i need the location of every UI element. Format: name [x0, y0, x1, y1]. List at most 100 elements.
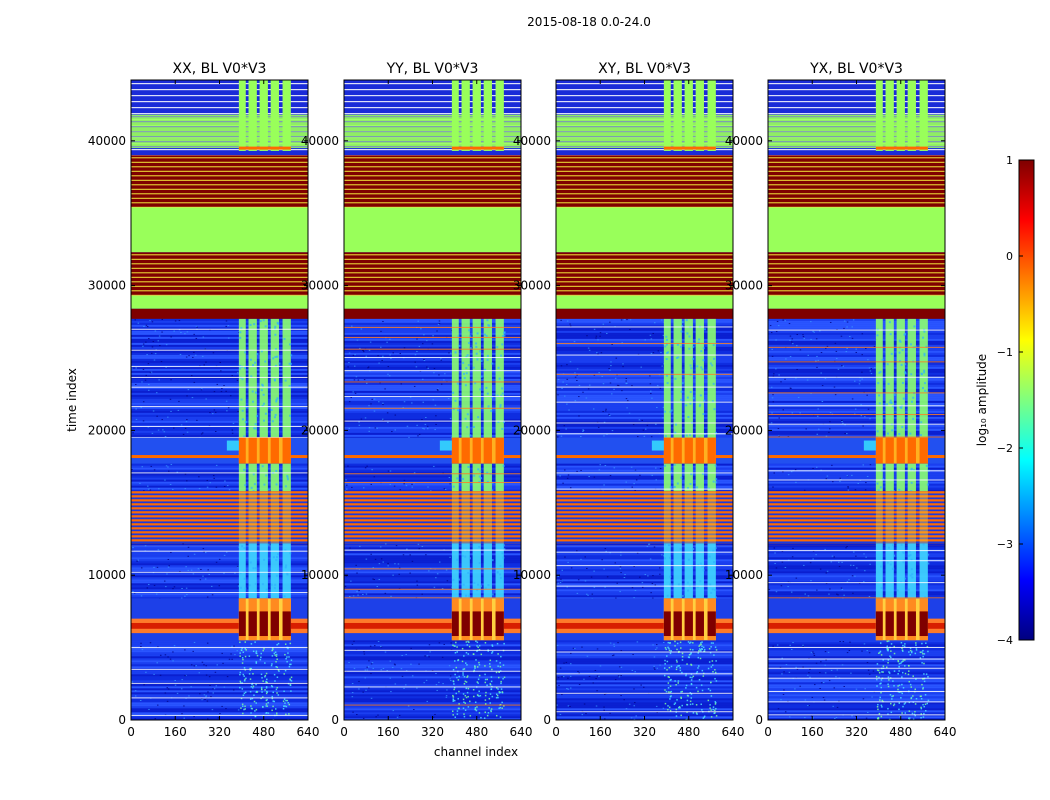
- panel-title: XX, BL V0*V3: [173, 61, 267, 77]
- heatmap-image: [556, 80, 733, 720]
- y-tick-label: 30000: [725, 279, 763, 293]
- heatmap-band-darkred-striped: [768, 155, 945, 208]
- x-tick-label: 640: [510, 725, 533, 739]
- y-axis-label: time index: [65, 368, 79, 432]
- x-tick-label: 0: [127, 725, 135, 739]
- heatmap-band-noise-high-block: [131, 318, 308, 439]
- heatmap-band-green: [344, 295, 521, 309]
- heatmap-panel: XY, BL V0*V3 0 160 320 480 640 0 10000 20000 3000…: [513, 61, 745, 739]
- heatmap-panels: XX, BL V0*V3 0 160 320 480 640 0 10000 20000 3000…: [88, 61, 957, 739]
- x-tick-label: 0: [340, 725, 348, 739]
- heatmap-band-green: [344, 207, 521, 253]
- y-tick-label: 0: [331, 713, 339, 727]
- heatmap-band-noise-high-block: [556, 318, 733, 439]
- heatmap-band-orange-block: [768, 437, 945, 464]
- heatmap-band-red-block: [556, 598, 733, 641]
- panel-title: YY, BL V0*V3: [386, 61, 479, 77]
- y-tick-label: 40000: [88, 134, 126, 148]
- heatmap-panel: YX, BL V0*V3 0 160 320 480 640 0 10000 20000 3000…: [725, 61, 957, 739]
- y-tick-label: 10000: [725, 568, 763, 582]
- x-tick-label: 640: [297, 725, 320, 739]
- x-tick-label: 320: [208, 725, 231, 739]
- panel-title: YX, BL V0*V3: [809, 61, 903, 77]
- heatmap-band-noise-high-block: [768, 463, 945, 493]
- y-tick-label: 0: [118, 713, 126, 727]
- colorbar-tick-label: −3: [997, 538, 1013, 551]
- heatmap-band-red-block: [131, 598, 308, 641]
- colorbar-label: log₁₀ amplitude: [975, 354, 989, 446]
- heatmap-band-noise-cyan-block: [131, 543, 308, 601]
- colorbar-tick-label: −4: [997, 634, 1013, 647]
- x-tick-label: 160: [589, 725, 612, 739]
- y-tick-label: 20000: [301, 423, 339, 437]
- colorbar-tick-label: 0: [1006, 250, 1013, 263]
- y-tick-label: 0: [755, 713, 763, 727]
- x-tick-label: 480: [677, 725, 700, 739]
- y-tick-label: 30000: [301, 279, 339, 293]
- heatmap-band-green: [768, 207, 945, 253]
- heatmap-band-orange-striped: [556, 491, 733, 546]
- heatmap-band-darkred-striped: [131, 252, 308, 296]
- heatmap-band-green: [768, 295, 945, 309]
- heatmap-band-noise-low: [768, 640, 945, 720]
- heatmap-band-green: [556, 207, 733, 253]
- heatmap-band-noise-high-block: [768, 318, 945, 439]
- heatmap-band-noise-low: [131, 640, 308, 720]
- heatmap-band-noise-cyan-block: [556, 543, 733, 600]
- heatmap-band-mixed-green-top: [344, 80, 521, 157]
- x-tick-label: 640: [722, 725, 745, 739]
- heatmap-band-noise-cyan-block: [768, 543, 945, 600]
- colorbar: 1 0 −1 −2 −3 −4 log₁₀ amplitude: [975, 154, 1035, 647]
- heatmap-band-noise-high-block: [556, 463, 733, 493]
- heatmap-panel: XX, BL V0*V3 0 160 320 480 640 0 10000 20000 3000…: [88, 61, 320, 739]
- heatmap-band-darkred: [768, 308, 945, 319]
- heatmap-band-mixed-green-top: [131, 80, 308, 157]
- y-tick-label: 10000: [88, 568, 126, 582]
- x-tick-label: 480: [252, 725, 275, 739]
- heatmap-band-darkred-striped: [768, 252, 945, 296]
- heatmap-band-darkred-striped: [344, 155, 521, 208]
- y-tick-label: 10000: [301, 568, 339, 582]
- colorbar-tick-label: −2: [997, 442, 1013, 455]
- heatmap-image: [131, 80, 308, 720]
- heatmap-band-darkred: [131, 308, 308, 319]
- y-tick-label: 10000: [513, 568, 551, 582]
- x-tick-label: 0: [764, 725, 772, 739]
- x-tick-label: 640: [934, 725, 957, 739]
- x-tick-label: 480: [465, 725, 488, 739]
- y-tick-label: 40000: [513, 134, 551, 148]
- heatmap-band-red-block: [344, 598, 521, 641]
- x-tick-label: 160: [164, 725, 187, 739]
- y-tick-label: 40000: [301, 134, 339, 148]
- heatmap-band-mixed-green-top: [768, 80, 945, 157]
- y-tick-label: 20000: [513, 423, 551, 437]
- heatmap-band-red-block: [768, 598, 945, 641]
- x-tick-label: 160: [801, 725, 824, 739]
- heatmap-band-orange-block: [131, 437, 308, 464]
- heatmap-band-darkred-striped: [131, 155, 308, 208]
- y-tick-label: 30000: [513, 279, 551, 293]
- colorbar-tick-label: −1: [997, 346, 1013, 359]
- x-tick-label: 320: [845, 725, 868, 739]
- heatmap-band-orange-striped: [768, 491, 945, 546]
- heatmap-band-noise-cyan-block: [344, 543, 521, 600]
- heatmap-image: [344, 80, 521, 720]
- heatmap-band-darkred-striped: [556, 252, 733, 296]
- heatmap-panel: YY, BL V0*V3 0 160 320 480 640 0 10000 20000 3000…: [301, 61, 533, 739]
- heatmap-band-mixed-green-top: [556, 80, 733, 157]
- colorbar-gradient: [1018, 159, 1035, 641]
- figure-title: 2015-08-18 0.0-24.0: [527, 15, 651, 29]
- heatmap-image: [768, 80, 945, 720]
- x-tick-label: 320: [633, 725, 656, 739]
- heatmap-band-noise-high-block: [344, 463, 521, 494]
- heatmap-band-green: [131, 295, 308, 309]
- y-tick-label: 0: [543, 713, 551, 727]
- y-tick-label: 30000: [88, 279, 126, 293]
- heatmap-band-noise-high-block: [344, 318, 521, 439]
- heatmap-band-darkred: [344, 308, 521, 319]
- x-axis-label: channel index: [434, 745, 518, 759]
- heatmap-band-darkred-striped: [344, 252, 521, 296]
- heatmap-band-orange-striped: [131, 491, 308, 546]
- colorbar-tick-label: 1: [1006, 154, 1013, 167]
- heatmap-band-darkred-striped: [556, 155, 733, 208]
